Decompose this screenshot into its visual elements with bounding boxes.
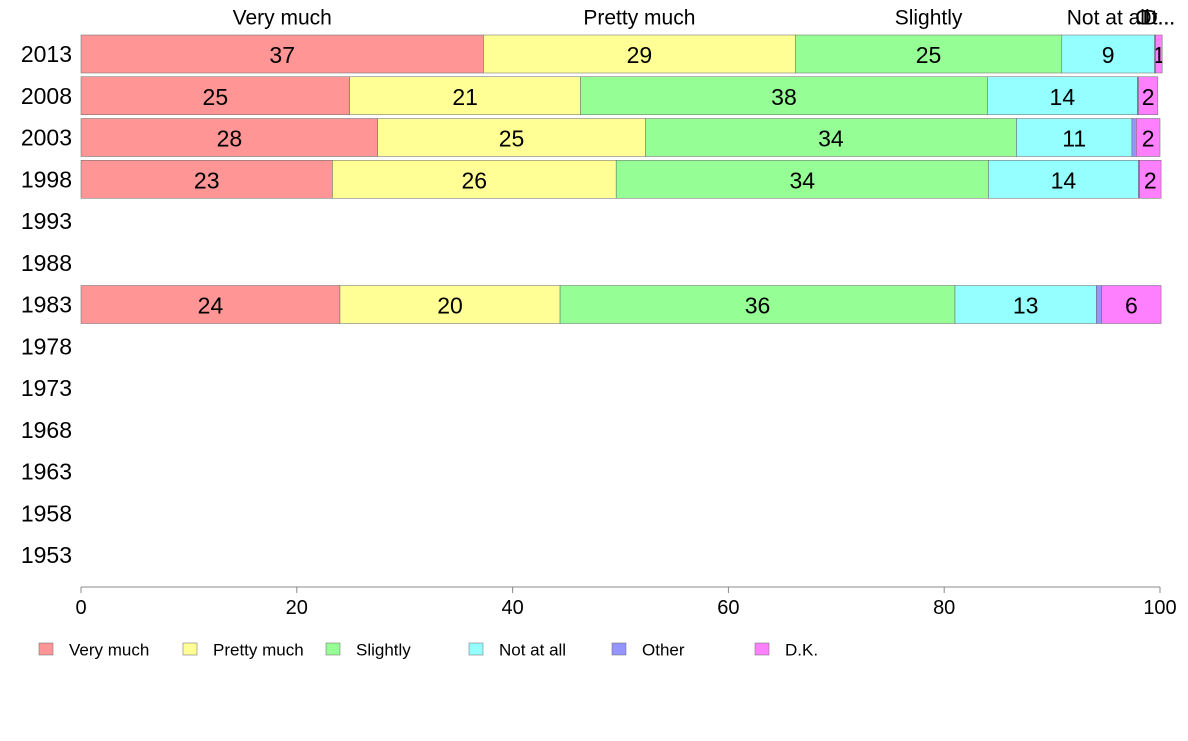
bar-2003-other [1131, 118, 1137, 157]
bar-1998-pretty-much [332, 160, 617, 199]
y-tick-label-1983: 1983 [21, 292, 72, 318]
bar-1998-slightly [615, 160, 989, 199]
data-label-1983-6: 6 [1125, 293, 1138, 319]
bar-2013-very-much [80, 34, 484, 74]
bar-2013-d-k- [1155, 34, 1163, 74]
bar-1998-d-k- [1139, 160, 1162, 199]
data-label-2008-4: 14 [1050, 84, 1076, 110]
data-label-2013-6: 1 [1153, 42, 1166, 68]
bar-1998-not-at-all [988, 160, 1139, 199]
y-tick-label-1968: 1968 [21, 417, 72, 443]
x-tick-label-60: 60 [717, 597, 739, 619]
top-label-4: Not at all [1067, 7, 1150, 30]
data-label-2013-3: 25 [916, 42, 942, 68]
legend-swatch-6 [754, 642, 770, 656]
legend-swatch-2 [182, 642, 198, 656]
data-label-2008-6: 2 [1142, 84, 1155, 110]
y-tick-label-2013: 2013 [21, 41, 72, 67]
bar-1983-d-k- [1101, 285, 1162, 324]
data-label-2003-6: 2 [1142, 126, 1155, 152]
y-tick-label-1988: 1988 [21, 250, 72, 276]
bar-2013-pretty-much [483, 34, 796, 74]
bar-2003-pretty-much [377, 118, 646, 157]
data-label-1983-1: 24 [198, 293, 224, 319]
y-tick-label-2008: 2008 [21, 83, 72, 109]
data-label-2013-1: 37 [269, 42, 295, 68]
legend-label-5: Other [642, 641, 685, 660]
y-tick-label-1963: 1963 [21, 459, 72, 485]
x-tick-label-40: 40 [501, 597, 523, 619]
legend-label-6: D.K. [785, 641, 818, 660]
legend-label-2: Pretty much [213, 641, 304, 660]
top-label-1: Very much [233, 7, 332, 30]
data-label-1998-2: 26 [461, 167, 487, 193]
data-label-1983-2: 20 [437, 293, 463, 319]
bar-1983-pretty-much [339, 285, 561, 324]
x-tick-label-100: 100 [1143, 597, 1176, 619]
data-label-2003-2: 25 [499, 126, 525, 152]
top-label-3: Slightly [895, 7, 963, 30]
bar-2003-slightly [645, 118, 1017, 157]
data-label-1983-3: 36 [745, 293, 771, 319]
y-tick-label-1993: 1993 [21, 208, 72, 234]
data-label-1998-3: 34 [790, 167, 816, 193]
bar-1983-slightly [559, 285, 956, 324]
data-label-1998-4: 14 [1051, 167, 1077, 193]
bar-2008-slightly [580, 76, 988, 115]
data-label-1983-4: 13 [1013, 293, 1039, 319]
bar-2003-very-much [80, 118, 378, 157]
top-label-2: Pretty much [583, 7, 695, 30]
legend-label-3: Slightly [356, 641, 411, 660]
data-label-1998-1: 23 [194, 167, 220, 193]
data-label-2013-4: 9 [1102, 42, 1115, 68]
x-tick-label-0: 0 [75, 597, 86, 619]
legend-label-4: Not at all [499, 641, 566, 660]
bar-1983-other [1096, 285, 1102, 324]
legend-label-1: Very much [69, 641, 149, 660]
legend-swatch-3 [325, 642, 341, 656]
data-label-2003-1: 28 [217, 126, 243, 152]
bar-1998-very-much [80, 160, 333, 199]
bar-2003-d-k- [1136, 118, 1161, 157]
bar-2008-not-at-all [987, 76, 1138, 115]
bar-1983-not-at-all [954, 285, 1097, 324]
y-tick-label-1978: 1978 [21, 333, 72, 359]
y-tick-label-1998: 1998 [21, 166, 72, 192]
y-tick-label-1953: 1953 [21, 542, 72, 568]
data-label-2013-2: 29 [627, 42, 653, 68]
data-label-2008-3: 38 [771, 84, 797, 110]
bar-1983-very-much [80, 285, 341, 324]
top-label-5: Ot... [1135, 7, 1175, 30]
top-label-6: D... [1143, 7, 1176, 30]
data-label-1998-6: 2 [1144, 167, 1157, 193]
legend-swatch-4 [468, 642, 484, 656]
y-tick-label-1973: 1973 [21, 375, 72, 401]
bar-2013-slightly [795, 34, 1063, 74]
bar-2008-d-k- [1138, 76, 1159, 115]
data-label-2008-2: 21 [452, 84, 478, 110]
y-tick-label-1958: 1958 [21, 500, 72, 526]
y-tick-label-2003: 2003 [21, 125, 72, 151]
x-tick-label-80: 80 [933, 597, 955, 619]
data-label-2003-4: 11 [1062, 126, 1086, 152]
bar-2013-not-at-all [1061, 34, 1155, 74]
data-label-2008-1: 25 [203, 84, 229, 110]
x-tick-label-20: 20 [286, 597, 308, 619]
data-label-2003-3: 34 [818, 126, 844, 152]
legend-swatch-5 [611, 642, 627, 656]
bar-2003-not-at-all [1016, 118, 1133, 157]
legend-swatch-1 [38, 642, 54, 656]
